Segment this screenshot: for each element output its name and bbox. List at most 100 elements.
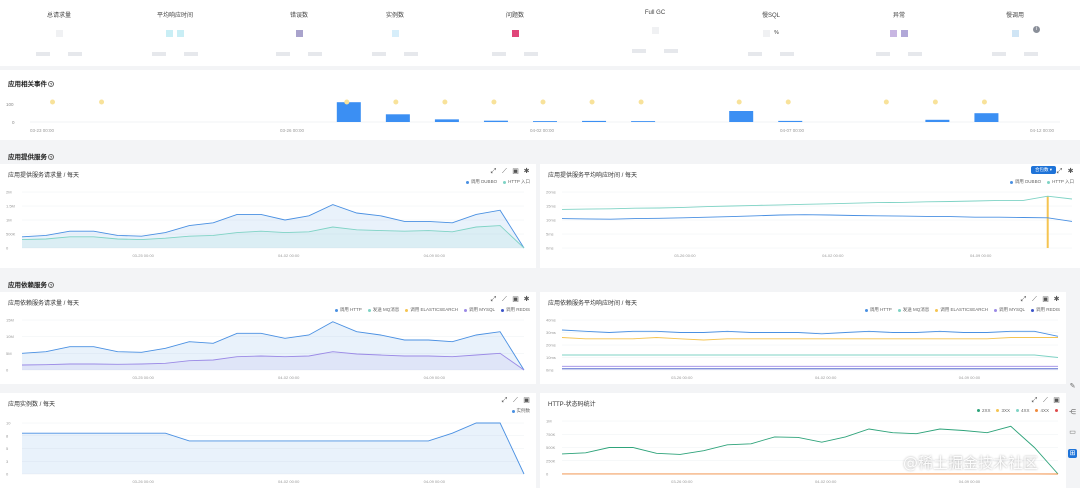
series-line[interactable] — [561, 425, 1059, 475]
pin-icon[interactable]: ✱ — [523, 296, 530, 303]
legend-item[interactable]: 4XX — [1015, 408, 1029, 413]
x-tick: 04-09 00:00 — [959, 479, 981, 484]
line-chart-icon[interactable]: ⟋ — [513, 397, 518, 404]
calendar-icon[interactable]: ▣ — [1053, 397, 1060, 404]
help-icon[interactable]: ? — [48, 154, 54, 161]
line-chart-icon[interactable]: ⟋ — [1032, 296, 1037, 303]
series-line[interactable] — [561, 337, 1058, 341]
pin-icon[interactable]: ✱ — [1053, 296, 1060, 303]
kpi-card[interactable]: Full GC — [600, 10, 710, 53]
kpi-card[interactable]: 总请求量 — [4, 10, 114, 56]
event-marker[interactable] — [638, 99, 644, 105]
legend-item[interactable]: 调用 MYSQL — [993, 307, 1025, 313]
series-line[interactable] — [562, 354, 1059, 358]
event-bar[interactable] — [434, 119, 459, 122]
series-line[interactable] — [21, 225, 525, 249]
line-chart-icon[interactable]: ⟋ — [502, 296, 507, 303]
event-bar[interactable] — [385, 114, 410, 122]
share-icon[interactable]: ⋲ — [1069, 409, 1076, 416]
event-bar[interactable] — [925, 119, 950, 122]
kpi-card[interactable]: 平均响应时间 — [120, 10, 230, 56]
kpi-card[interactable]: 问题数 — [460, 10, 570, 56]
calendar-icon[interactable]: ▣ — [523, 397, 530, 404]
legend-item[interactable]: HTTP 入口 — [503, 179, 530, 185]
expand-icon[interactable]: ⤢ — [1056, 168, 1063, 175]
edit-icon[interactable]: ✎ — [1069, 383, 1076, 390]
event-marker[interactable] — [491, 99, 497, 105]
calendar-icon[interactable]: ▣ — [1042, 296, 1049, 303]
legend-item[interactable]: 调用 ELASTICSEARCH — [405, 307, 458, 313]
legend-item[interactable] — [1055, 408, 1060, 413]
legend-item[interactable]: 调用 REDIS — [1030, 307, 1060, 313]
series-line[interactable] — [561, 214, 1073, 222]
event-marker[interactable] — [883, 99, 889, 105]
pin-icon[interactable]: ✱ — [1067, 168, 1074, 175]
event-bar[interactable] — [582, 120, 607, 122]
event-marker[interactable] — [99, 99, 105, 105]
help-icon[interactable]: ? — [48, 81, 54, 88]
kpi-card[interactable]: 慢调用 — [960, 10, 1070, 56]
series-line[interactable] — [22, 422, 525, 475]
event-marker[interactable] — [50, 99, 56, 105]
legend-item[interactable]: 调用 MYSQL — [463, 307, 495, 313]
expand-icon[interactable]: ⤢ — [501, 397, 508, 404]
event-marker[interactable] — [589, 99, 595, 105]
legend-item[interactable]: 发送 MQ消息 — [367, 307, 399, 313]
line-chart-icon[interactable]: ⟋ — [502, 168, 507, 175]
expand-icon[interactable]: ⤢ — [1031, 397, 1038, 404]
event-marker[interactable] — [981, 99, 987, 105]
kpi-card[interactable]: 异常 — [844, 10, 954, 56]
info-icon[interactable]: i — [1033, 26, 1040, 33]
y-tick: 15M — [6, 318, 14, 323]
legend-item[interactable]: 调用 REDIS — [500, 307, 530, 313]
legend-item[interactable]: 发送 MQ消息 — [897, 307, 929, 313]
legend-label: HTTP 入口 — [1052, 179, 1074, 184]
kpi-label: Full GC — [644, 10, 666, 16]
series-line[interactable] — [21, 204, 525, 249]
legend-item[interactable]: 调用 HTTP — [864, 307, 892, 313]
event-marker[interactable] — [932, 99, 938, 105]
legend-item[interactable]: 调用 ELASTICSEARCH — [935, 307, 988, 313]
calendar-icon[interactable]: ▣ — [512, 168, 519, 175]
pin-icon[interactable]: ✱ — [523, 168, 530, 175]
legend-item[interactable]: 实例数 — [511, 408, 530, 414]
grid-icon[interactable]: ⊞ — [1068, 449, 1077, 458]
event-bar[interactable] — [533, 121, 557, 122]
expand-icon[interactable]: ⤢ — [490, 168, 497, 175]
calendar-icon[interactable]: ▣ — [512, 296, 519, 303]
series-line[interactable] — [21, 321, 525, 371]
expand-icon[interactable]: ⤢ — [1020, 296, 1027, 303]
kpi-card[interactable]: 实例数 — [340, 10, 450, 56]
merge-button[interactable]: 合包数 ▾ — [1030, 166, 1056, 174]
legend-item[interactable]: 2XX — [976, 408, 990, 413]
series-line[interactable] — [561, 329, 1059, 337]
event-marker[interactable] — [785, 99, 791, 105]
event-bar[interactable] — [974, 113, 999, 122]
legend-item[interactable]: 3XX — [996, 408, 1010, 413]
series-line[interactable] — [561, 195, 1073, 210]
legend-item[interactable]: HTTP 入口 — [1047, 179, 1074, 185]
event-bar[interactable] — [631, 121, 656, 122]
legend-item[interactable]: 调用 DUBBO — [1009, 179, 1041, 185]
event-marker[interactable] — [442, 99, 448, 105]
event-marker[interactable] — [344, 99, 350, 105]
event-bar[interactable] — [336, 102, 361, 122]
expand-icon[interactable]: ⤢ — [490, 296, 497, 303]
line-chart-icon[interactable]: ⟋ — [1043, 397, 1048, 404]
event-bar[interactable] — [483, 120, 508, 122]
event-marker[interactable] — [393, 99, 399, 105]
legend-item[interactable]: 调用 HTTP — [334, 307, 362, 313]
kpi-card[interactable]: 错误数 — [244, 10, 354, 56]
y-tick: 10 — [6, 421, 11, 426]
legend-item[interactable]: 4XX — [1035, 408, 1049, 413]
help-icon[interactable]: ? — [48, 282, 54, 289]
kpi-card[interactable]: 慢SQL% — [716, 10, 826, 56]
legend-item[interactable]: 调用 DUBBO — [465, 179, 497, 185]
comment-icon[interactable]: ▭ — [1069, 429, 1076, 436]
y-tick: 20ms — [546, 343, 556, 348]
series-line[interactable] — [21, 351, 525, 371]
event-marker[interactable] — [540, 99, 546, 105]
event-bar[interactable] — [778, 120, 803, 122]
event-marker[interactable] — [736, 99, 742, 105]
event-bar[interactable] — [729, 111, 754, 122]
